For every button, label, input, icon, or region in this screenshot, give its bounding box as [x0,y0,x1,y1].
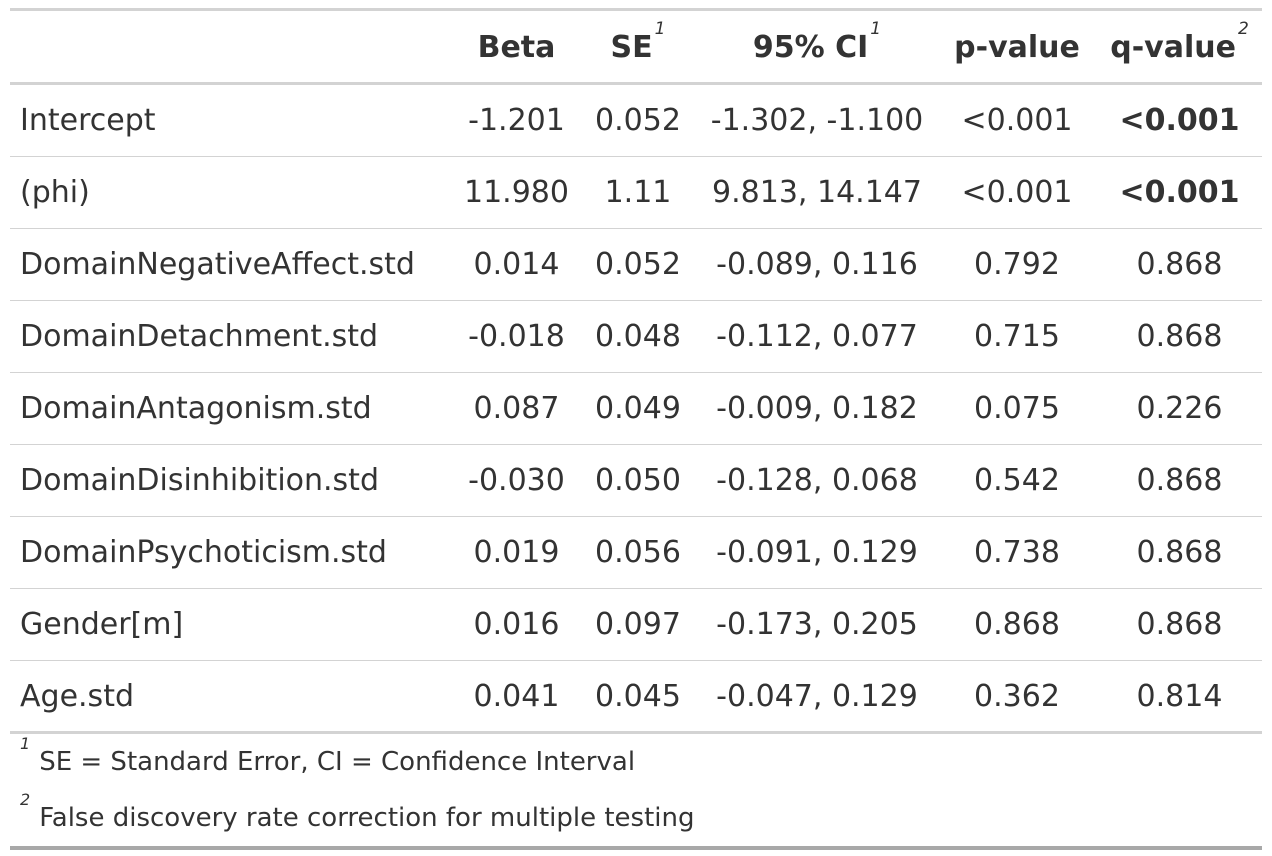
cell-q-value: 0.868 [1097,228,1262,301]
cell-ci: -0.047, 0.129 [697,660,937,734]
footnote-1: 1 SE = Standard Error, CI = Confidence In… [10,734,1262,790]
cell-term: Gender[m] [10,588,454,661]
cell-beta: 0.016 [454,588,579,661]
footnote-text: SE = Standard Error, CI = Confidence Int… [39,747,636,777]
cell-p-value: 0.075 [937,372,1097,445]
table-top-rule [10,8,1262,11]
cell-se: 0.045 [579,660,697,734]
cell-p-value: 0.362 [937,660,1097,734]
regression-table: Beta SE1 95% CI1 p-value q-value2 Interc… [10,11,1262,734]
header-se: SE1 [579,11,697,85]
footnote-mark: 1 [654,19,666,39]
table-row: Intercept -1.201 0.052 -1.302, -1.100 <0.001… [10,83,1262,157]
cell-beta: -0.030 [454,444,579,517]
cell-se: 0.048 [579,300,697,373]
footnote-mark: 1 [870,19,882,39]
cell-ci: -0.128, 0.068 [697,444,937,517]
cell-term: (phi) [10,156,454,229]
cell-ci: -0.089, 0.116 [697,228,937,301]
header-ci: 95% CI1 [697,11,937,85]
cell-term: DomainDisinhibition.std [10,444,454,517]
table-row: DomainNegativeAffect.std 0.014 0.052 -0.089… [10,228,1262,301]
cell-beta: -0.018 [454,300,579,373]
cell-ci: -0.173, 0.205 [697,588,937,661]
header-term [10,11,454,85]
cell-term: DomainNegativeAffect.std [10,228,454,301]
cell-q-value: 0.814 [1097,660,1262,734]
cell-term: Age.std [10,660,454,734]
cell-term: Intercept [10,83,454,157]
footnote-mark: 1 [20,734,31,753]
cell-se: 0.056 [579,516,697,589]
table-row: Age.std 0.041 0.045 -0.047, 0.129 0.362 0.814 [10,660,1262,734]
table-row: DomainAntagonism.std 0.087 0.049 -0.009, 0.… [10,372,1262,445]
cell-p-value: 0.792 [937,228,1097,301]
table-row: (phi) 11.980 1.11 9.813, 14.147 <0.001 <0.001 [10,156,1262,229]
regression-table-container: Beta SE1 95% CI1 p-value q-value2 Interc… [10,8,1262,850]
cell-ci: -0.009, 0.182 [697,372,937,445]
cell-beta: 0.041 [454,660,579,734]
footnote-2: 2 False discovery rate correction for mul… [10,790,1262,846]
cell-ci: -0.091, 0.129 [697,516,937,589]
cell-term: DomainAntagonism.std [10,372,454,445]
table-row: Gender[m] 0.016 0.097 -0.173, 0.205 0.868 0.8… [10,588,1262,661]
cell-ci: 9.813, 14.147 [697,156,937,229]
cell-q-value: 0.868 [1097,444,1262,517]
cell-p-value: 0.868 [937,588,1097,661]
cell-beta: 0.014 [454,228,579,301]
cell-se: 0.050 [579,444,697,517]
cell-ci: -1.302, -1.100 [697,83,937,157]
cell-q-value: 0.868 [1097,300,1262,373]
cell-beta: 11.980 [454,156,579,229]
cell-beta: 0.019 [454,516,579,589]
table-row: DomainPsychoticism.std 0.019 0.056 -0.091, … [10,516,1262,589]
cell-beta: -1.201 [454,83,579,157]
cell-p-value: 0.542 [937,444,1097,517]
cell-beta: 0.087 [454,372,579,445]
cell-p-value: <0.001 [937,156,1097,229]
cell-term: DomainDetachment.std [10,300,454,373]
cell-se: 0.097 [579,588,697,661]
cell-se: 1.11 [579,156,697,229]
cell-q-value: <0.001 [1097,83,1262,157]
cell-p-value: 0.715 [937,300,1097,373]
cell-ci: -0.112, 0.077 [697,300,937,373]
header-p-value: p-value [937,11,1097,85]
cell-se: 0.052 [579,83,697,157]
cell-q-value: <0.001 [1097,156,1262,229]
cell-q-value: 0.226 [1097,372,1262,445]
footnote-text: False discovery rate correction for mult… [39,803,695,833]
header-beta: Beta [454,11,579,85]
cell-se: 0.049 [579,372,697,445]
table-row: DomainDetachment.std -0.018 0.048 -0.112, 0… [10,300,1262,373]
cell-q-value: 0.868 [1097,588,1262,661]
footnote-mark: 2 [1237,19,1249,39]
cell-se: 0.052 [579,228,697,301]
cell-p-value: 0.738 [937,516,1097,589]
header-row: Beta SE1 95% CI1 p-value q-value2 [10,11,1262,85]
cell-p-value: <0.001 [937,83,1097,157]
footnote-mark: 2 [20,790,31,809]
table-row: DomainDisinhibition.std -0.030 0.050 -0.128… [10,444,1262,517]
cell-term: DomainPsychoticism.std [10,516,454,589]
cell-q-value: 0.868 [1097,516,1262,589]
header-q-value: q-value2 [1097,11,1262,85]
table-bottom-rule [10,846,1262,850]
